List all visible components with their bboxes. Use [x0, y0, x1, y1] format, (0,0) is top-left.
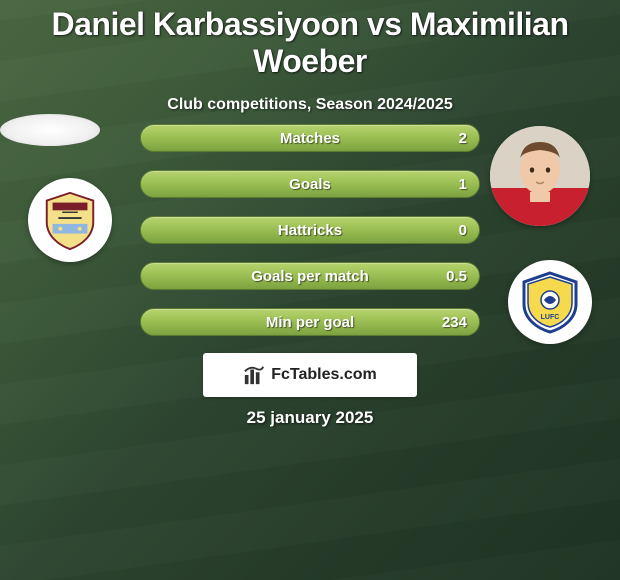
- crest-right-icon: LUFC: [518, 270, 582, 334]
- svg-text:LUFC: LUFC: [541, 314, 560, 321]
- date-text: 25 january 2025: [0, 408, 620, 428]
- stat-label: Hattricks: [278, 222, 342, 239]
- stat-label: Goals: [289, 176, 331, 193]
- stat-right-value: 2: [459, 125, 467, 153]
- stat-row-hattricks: Hattricks 0: [140, 216, 480, 244]
- stat-right-value: 234: [442, 309, 467, 337]
- page-title: Daniel Karbassiyoon vs Maximilian Woeber: [0, 6, 620, 80]
- bar-chart-icon: [243, 364, 265, 386]
- brand-badge: FcTables.com: [203, 353, 417, 397]
- club-crest-left: [28, 178, 112, 262]
- stat-row-goals: Goals 1: [140, 170, 480, 198]
- stat-row-matches: Matches 2: [140, 124, 480, 152]
- stat-right-value: 0: [459, 217, 467, 245]
- player-left-avatar: [0, 114, 100, 146]
- stat-right-value: 0.5: [446, 263, 467, 291]
- stat-row-mpg: Min per goal 234: [140, 308, 480, 336]
- stat-row-gpm: Goals per match 0.5: [140, 262, 480, 290]
- stat-right-value: 1: [459, 171, 467, 199]
- stat-label: Goals per match: [251, 268, 369, 285]
- stats-list: Matches 2 Goals 1 Hattricks 0 Goals per …: [140, 124, 480, 354]
- player-right-avatar: [490, 126, 590, 226]
- crest-left-icon: [39, 189, 101, 251]
- subtitle: Club competitions, Season 2024/2025: [0, 96, 620, 114]
- stat-label: Min per goal: [266, 314, 354, 331]
- brand-text: FcTables.com: [271, 366, 377, 384]
- avatar-face-icon: [490, 126, 590, 226]
- club-crest-right: LUFC: [508, 260, 592, 344]
- stat-label: Matches: [280, 130, 340, 147]
